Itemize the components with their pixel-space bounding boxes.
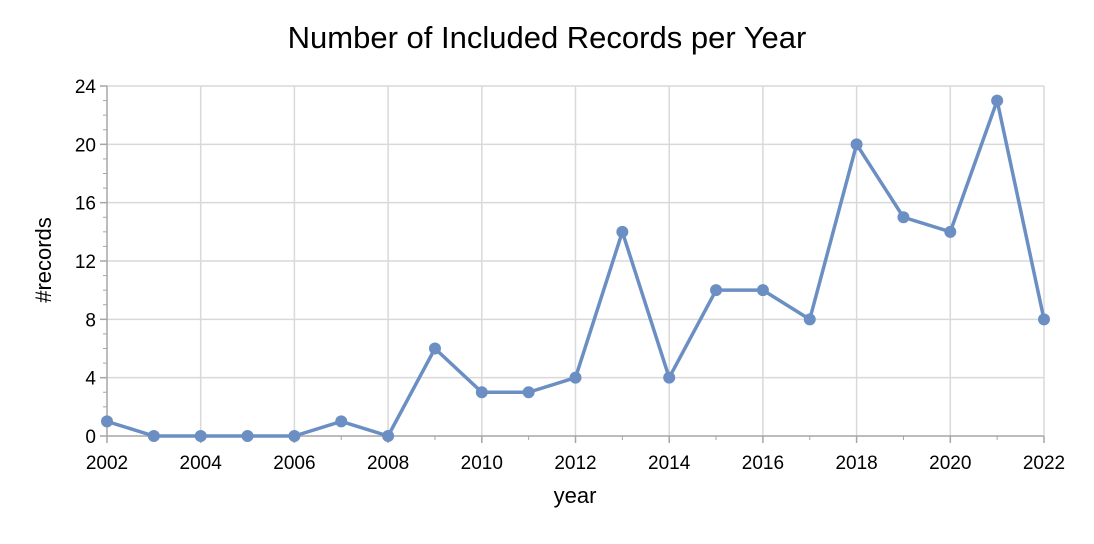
data-point	[101, 415, 113, 428]
x-tick-label: 2008	[367, 453, 409, 474]
data-point	[147, 430, 160, 442]
x-axis-label: year	[554, 483, 597, 508]
axes	[100, 85, 1045, 443]
data-point	[803, 313, 816, 326]
data-point	[428, 342, 441, 355]
data-point	[897, 211, 910, 224]
y-tick-label: 12	[75, 252, 96, 273]
y-tick-label: 20	[75, 135, 96, 156]
grid	[107, 85, 1045, 436]
tick-labels: 0 4 8 12 16 20 24 2002 2004 2006 2008 2010 2012 2014 2…	[75, 77, 1065, 474]
data-point	[616, 225, 629, 238]
y-tick-label: 4	[85, 369, 96, 390]
data-point	[475, 386, 488, 399]
y-tick-label: 0	[85, 427, 96, 448]
series	[101, 94, 1050, 442]
y-axis-label: #records	[31, 217, 56, 303]
x-tick-label: 2022	[1023, 453, 1065, 474]
data-point	[991, 94, 1004, 107]
data-point	[663, 371, 676, 384]
x-tick-label: 2012	[554, 453, 596, 474]
data-point	[335, 415, 348, 428]
data-point	[569, 371, 582, 384]
chart-title: Number of Included Records per Year	[288, 20, 807, 55]
data-point	[382, 430, 395, 442]
data-point	[522, 386, 535, 399]
x-tick-label: 2018	[835, 453, 877, 474]
y-tick-label: 8	[85, 310, 96, 331]
x-tick-label: 2004	[180, 453, 223, 474]
data-point	[241, 430, 254, 442]
x-tick-label: 2006	[273, 453, 315, 474]
x-tick-label: 2014	[648, 453, 691, 474]
data-point	[710, 284, 723, 297]
x-tick-label: 2010	[461, 453, 503, 474]
x-tick-label: 2016	[742, 453, 784, 474]
data-point	[756, 284, 769, 297]
data-point	[944, 225, 957, 238]
data-point	[1038, 313, 1050, 326]
y-tick-label: 24	[75, 77, 97, 98]
x-tick-label: 2002	[86, 453, 128, 474]
y-tick-label: 16	[75, 194, 96, 215]
data-point	[850, 138, 863, 151]
data-point	[288, 430, 301, 442]
data-point	[194, 430, 207, 442]
x-tick-label: 2020	[929, 453, 971, 474]
